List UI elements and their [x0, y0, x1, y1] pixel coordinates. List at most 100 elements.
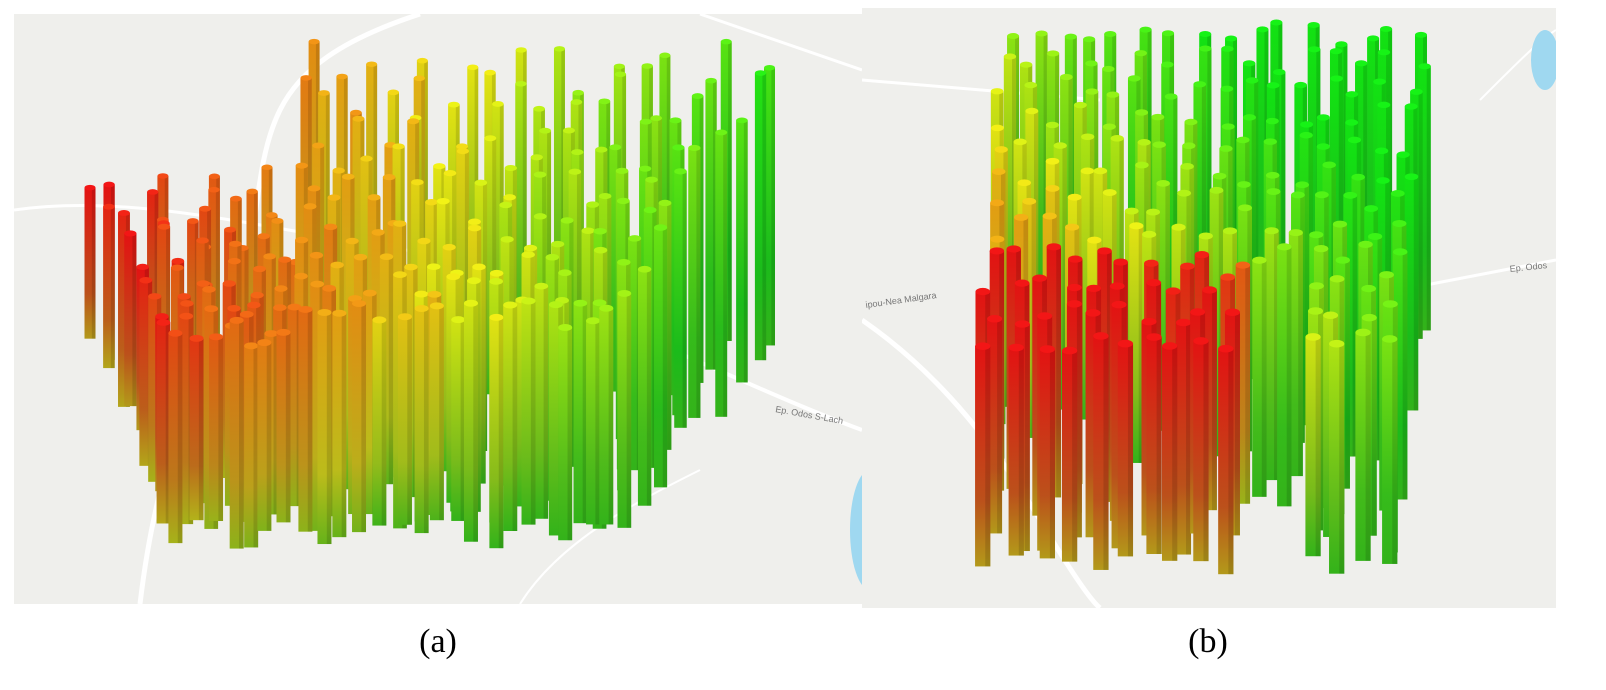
column-top: [1307, 22, 1320, 29]
column-top: [157, 173, 169, 179]
column-top: [367, 194, 381, 201]
column-top: [118, 210, 130, 216]
column-top: [1199, 45, 1212, 52]
column: [1039, 345, 1056, 559]
column-top: [1221, 123, 1235, 130]
column-top: [617, 290, 632, 297]
column-shade: [1024, 323, 1030, 552]
column: [754, 70, 767, 361]
road: [699, 14, 862, 72]
column: [1093, 332, 1109, 570]
column-top: [1152, 141, 1166, 148]
column-top: [1067, 283, 1082, 292]
column-top: [294, 272, 308, 280]
column-top: [1007, 33, 1020, 40]
column-top: [274, 285, 288, 292]
column-top: [187, 218, 199, 224]
column: [229, 316, 244, 549]
column-shade: [1103, 335, 1109, 570]
column-top: [330, 261, 344, 269]
column-shade: [361, 303, 367, 533]
column-top: [202, 286, 216, 293]
column-top: [372, 316, 387, 324]
column-top: [1330, 75, 1343, 82]
column: [1117, 339, 1134, 557]
column-body: [975, 346, 991, 567]
column-top: [500, 236, 514, 243]
column: [1329, 339, 1345, 574]
column-top: [1045, 184, 1060, 192]
column-shade: [476, 280, 481, 512]
column-top: [392, 143, 405, 150]
column-top: [308, 38, 320, 45]
column-top: [1270, 19, 1283, 26]
column: [156, 319, 171, 524]
column-top: [1068, 255, 1083, 263]
column-shade: [464, 151, 469, 430]
column-top: [1135, 161, 1149, 169]
column-shade: [1418, 91, 1423, 339]
column-top: [1392, 220, 1407, 228]
column-top: [411, 179, 424, 186]
column-top: [1137, 139, 1151, 146]
column-body: [1039, 349, 1056, 559]
column-shade: [1339, 343, 1345, 574]
column-body: [429, 305, 444, 521]
column-top: [1085, 309, 1101, 317]
column-body: [705, 80, 717, 370]
column-top: [599, 304, 614, 312]
column-shade: [1228, 348, 1234, 575]
column-body: [489, 317, 504, 549]
column-shade: [1274, 230, 1279, 481]
column-top: [318, 90, 330, 96]
column-top: [1264, 227, 1279, 235]
column-top: [1335, 256, 1350, 264]
column-top: [1237, 181, 1251, 188]
column-body: [397, 316, 412, 525]
column-top: [1171, 223, 1186, 231]
column: [147, 189, 159, 368]
column-top: [1414, 31, 1427, 38]
column-shade: [723, 132, 728, 417]
column: [987, 315, 1003, 534]
column-top: [573, 299, 588, 307]
column-top: [312, 142, 325, 149]
column-top: [1039, 345, 1056, 353]
column-top: [278, 256, 292, 263]
column-top: [427, 263, 441, 271]
column-top: [336, 73, 348, 80]
column-top: [571, 149, 584, 156]
column: [84, 184, 96, 339]
column-shade: [481, 266, 486, 484]
column-top: [1242, 60, 1256, 67]
column-body: [1382, 338, 1398, 564]
column-top: [1329, 339, 1345, 348]
column-body: [617, 293, 632, 528]
column-top: [1300, 121, 1314, 128]
column-shade: [608, 308, 614, 525]
column-top: [1014, 279, 1030, 287]
column-body: [276, 332, 291, 523]
column-shade: [388, 256, 394, 485]
column-top: [990, 88, 1004, 95]
column-top: [1176, 318, 1192, 327]
column-top: [147, 189, 159, 195]
column-shade: [728, 41, 732, 341]
column: [1252, 256, 1267, 497]
column-top: [616, 197, 630, 205]
column-top: [515, 47, 527, 53]
column-top: [247, 301, 261, 309]
column-body: [628, 238, 642, 471]
column-top: [443, 170, 457, 177]
column-top: [1220, 273, 1236, 281]
column-top: [1345, 91, 1359, 98]
column: [674, 168, 687, 428]
column-top: [273, 304, 287, 311]
column-top: [257, 233, 270, 240]
column: [659, 52, 671, 343]
column-top: [414, 290, 429, 298]
column-top: [598, 192, 612, 200]
column-top: [1361, 313, 1377, 322]
column-body: [1193, 340, 1209, 562]
column-body: [659, 55, 671, 343]
